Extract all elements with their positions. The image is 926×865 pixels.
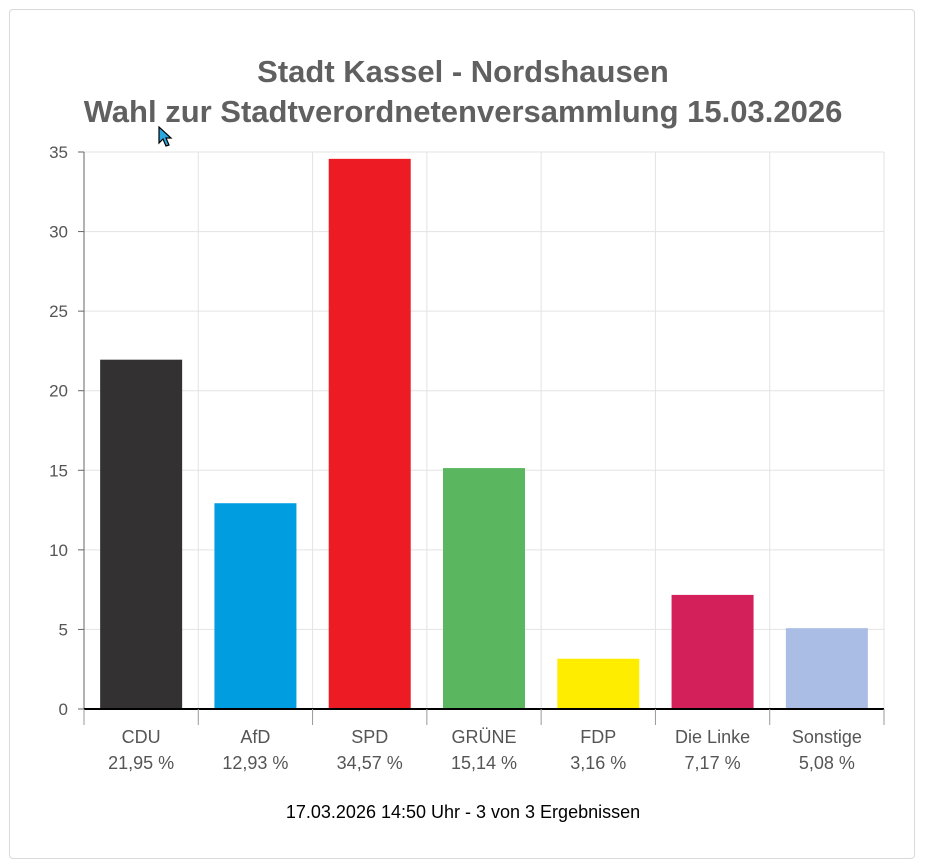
x-tick-label: AfD	[240, 727, 270, 747]
chart-subtitle: Wahl zur Stadtverordnetenversammlung 15.…	[83, 94, 843, 129]
x-tick-label: Die Linke	[675, 727, 750, 747]
update-status: 17.03.2026 14:50 Uhr - 3 von 3 Ergebniss…	[285, 802, 641, 822]
data-label: 3,16 %	[570, 753, 626, 773]
x-tick-label: FDP	[580, 727, 616, 747]
chart-bars	[100, 158, 868, 709]
x-tick-label: SPD	[351, 727, 388, 747]
bar-die-linke	[671, 594, 754, 709]
bar-grüne	[443, 468, 525, 709]
bar-spd	[328, 158, 411, 709]
bar-sonstige	[785, 628, 868, 709]
data-label: 15,14 %	[451, 753, 517, 773]
y-tick-label: 0	[59, 700, 68, 719]
chart-title: Stadt Kassel - Nordshausen	[257, 54, 669, 89]
data-label: 5,08 %	[799, 753, 855, 773]
x-tick-label: Sonstige	[792, 727, 862, 747]
y-tick-label: 15	[49, 461, 68, 480]
x-tick-label: GRÜNE	[451, 727, 516, 747]
y-tick-label: 5	[59, 620, 68, 639]
bar-fdp	[557, 658, 640, 709]
x-tick-label: CDU	[122, 727, 161, 747]
y-tick-label: 10	[49, 541, 68, 560]
bar-cdu	[100, 359, 183, 709]
data-label: 21,95 %	[108, 753, 174, 773]
chart-axes	[78, 151, 885, 725]
data-label: 7,17 %	[685, 753, 741, 773]
y-tick-label: 30	[49, 223, 68, 242]
data-label: 34,57 %	[337, 753, 403, 773]
y-tick-label: 25	[49, 302, 68, 321]
y-tick-label: 35	[49, 143, 68, 162]
chart-labels: 0 5 10 15 20 25 30 35 CDU 21,95 % AfD 12,93 % SPD 34,…	[49, 143, 862, 773]
mouse-cursor-icon	[158, 126, 173, 147]
bar-afd	[214, 503, 297, 709]
data-label: 12,93 %	[222, 753, 288, 773]
y-tick-label: 20	[49, 382, 68, 401]
